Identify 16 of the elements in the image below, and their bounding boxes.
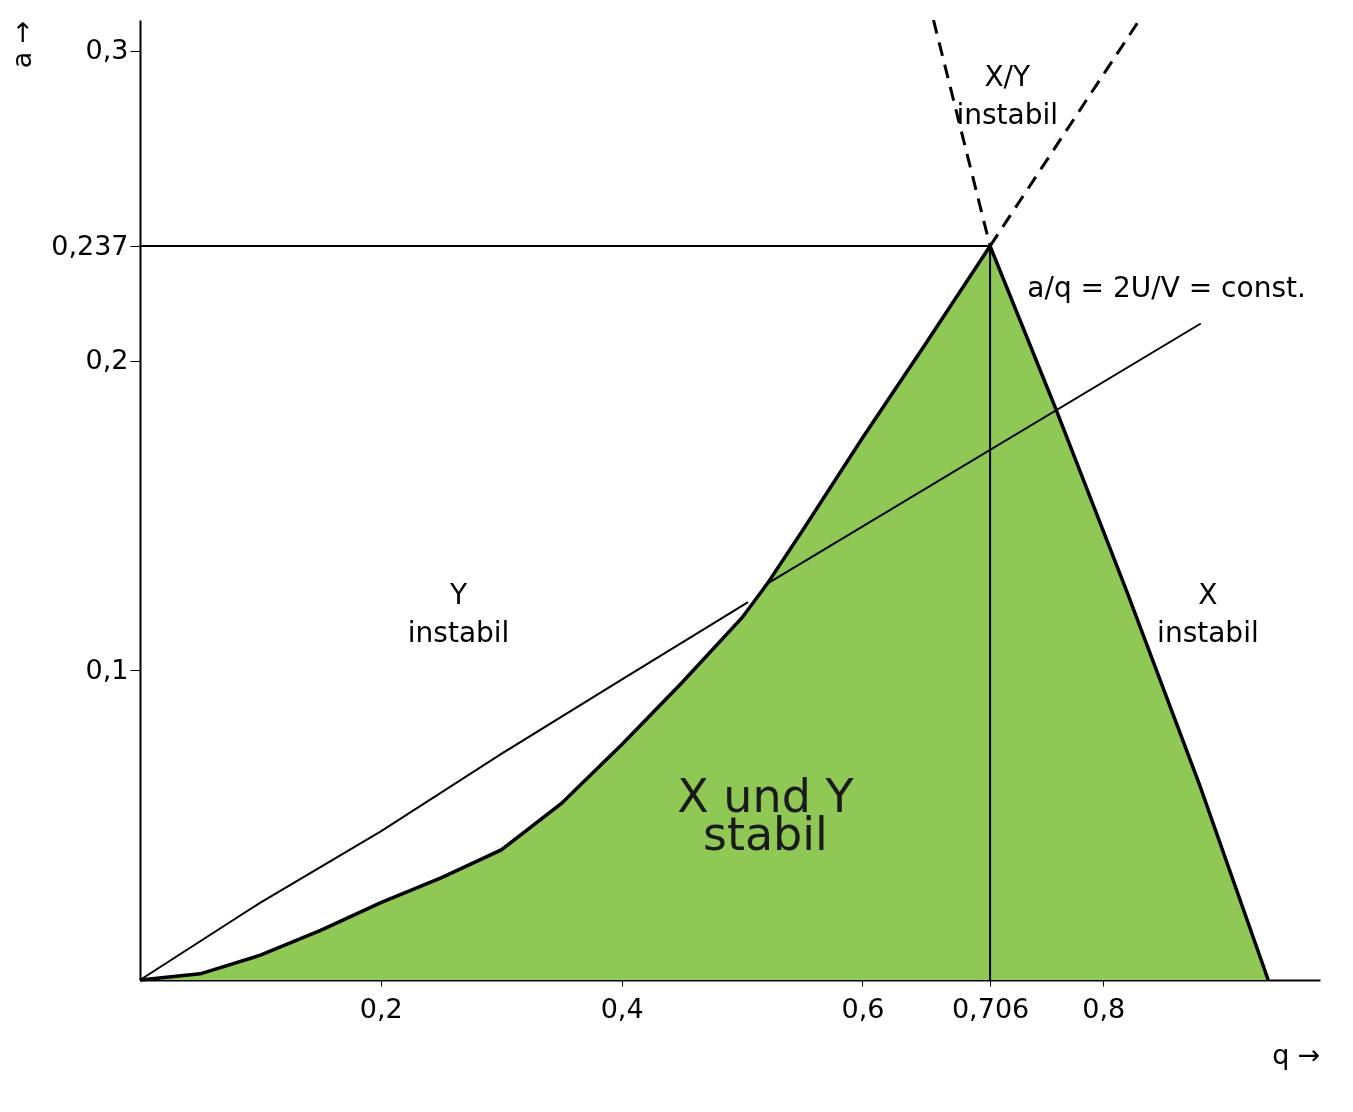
annotation: X und Y stabil bbox=[677, 768, 855, 861]
x-tick-label: 0,2 bbox=[359, 992, 403, 1024]
annotation: X/Y instabil bbox=[956, 59, 1059, 131]
x-tick-label: 0,8 bbox=[1082, 992, 1126, 1024]
y-tick-label: 0,1 bbox=[85, 653, 129, 685]
annotation: a/q = 2U/V = const. bbox=[1027, 270, 1306, 304]
annotation: Y instabil bbox=[407, 578, 510, 649]
y-tick-label: 0,3 bbox=[85, 34, 129, 66]
y-axis-title: a → bbox=[6, 20, 38, 69]
x-axis-title: q → bbox=[1272, 1038, 1321, 1070]
x-tick-label: 0,6 bbox=[841, 992, 885, 1024]
annotation: X instabil bbox=[1157, 578, 1259, 649]
y-tick-label: 0,237 bbox=[51, 229, 129, 261]
y-tick-label: 0,2 bbox=[85, 344, 129, 376]
x-tick-label: 0,4 bbox=[600, 992, 644, 1024]
x-tick-label: 0,706 bbox=[951, 992, 1030, 1024]
